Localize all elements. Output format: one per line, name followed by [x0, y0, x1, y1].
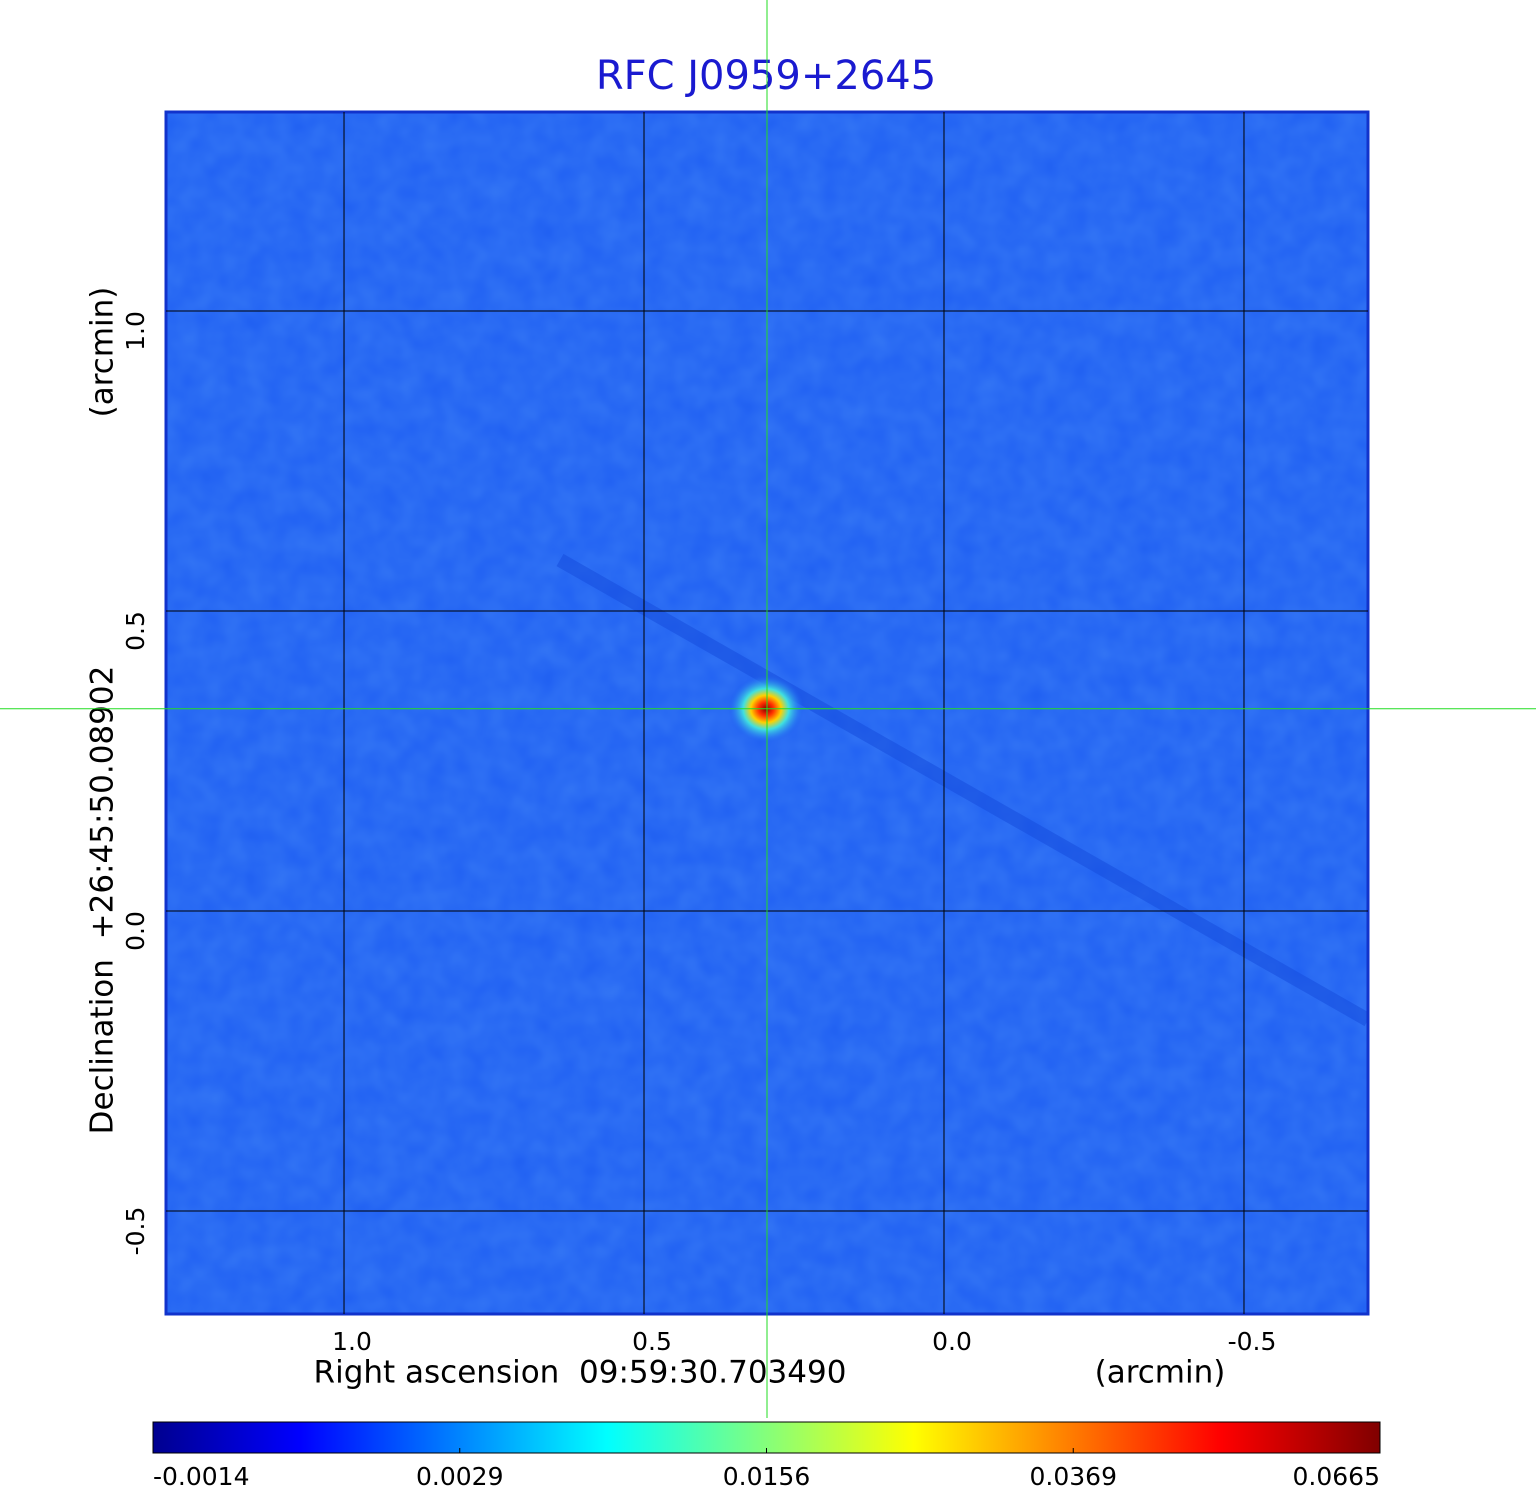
x-axis-label: Right ascension 09:59:30.703490 — [314, 1355, 847, 1391]
y-tick-label: 1.0 — [121, 311, 150, 351]
y-axis-unit: (arcmin) — [85, 287, 121, 418]
colorbar-tick-label: 0.0156 — [723, 1462, 810, 1491]
colorbar — [152, 1421, 1381, 1454]
x-tick-label: 0.5 — [632, 1327, 672, 1356]
y-tick-label: 0.0 — [121, 911, 150, 951]
y-tick-label: -0.5 — [121, 1207, 150, 1256]
x-tick-label: -0.5 — [1228, 1327, 1277, 1356]
colorbar-tick-label: -0.0014 — [153, 1462, 250, 1491]
chart-title: RFC J0959+2645 — [596, 53, 936, 99]
colorbar-tick-label: 0.0029 — [416, 1462, 503, 1491]
x-tick-label: 0.0 — [932, 1327, 972, 1356]
sidelobe — [556, 553, 1368, 1027]
y-tick-label: 0.5 — [121, 611, 150, 651]
y-axis-label: Declination +26:45:50.08902 — [85, 666, 121, 1135]
colorbar-tick-label: 0.0369 — [1030, 1462, 1117, 1491]
x-axis-unit: (arcmin) — [1095, 1355, 1226, 1391]
x-tick-label: 1.0 — [332, 1327, 372, 1356]
colorbar-tick-label: 0.0665 — [1293, 1462, 1380, 1491]
